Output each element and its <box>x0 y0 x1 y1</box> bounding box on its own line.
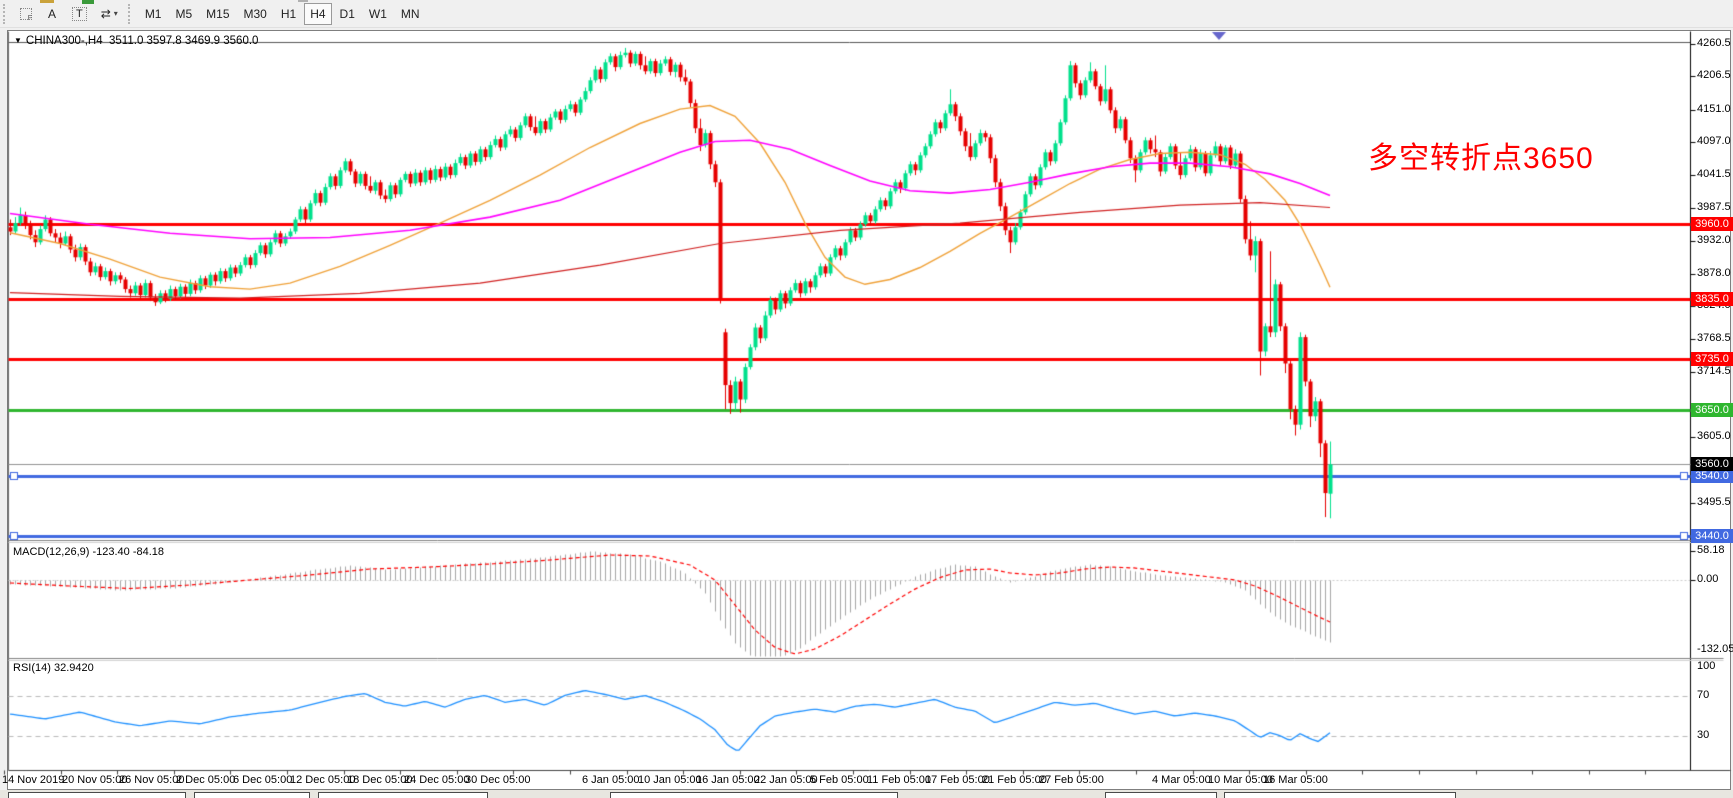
time-axis-label: 4 Mar 05:00 <box>1152 774 1211 786</box>
time-axis-label: 21 Feb 05:00 <box>982 774 1047 786</box>
time-axis-label: 10 Mar 05:00 <box>1208 774 1273 786</box>
macd-axis-label: 58.18 <box>1697 543 1725 556</box>
minimized-window-tab[interactable] <box>1224 792 1456 798</box>
time-axis-label: 2 Dec 05:00 <box>176 774 236 786</box>
rsi-axis-label: 30 <box>1697 728 1710 741</box>
time-axis-label: 24 Dec 05:00 <box>404 774 470 786</box>
price-tick-label: 3605.0 <box>1697 430 1731 443</box>
time-axis-label: 30 Dec 05:00 <box>465 774 531 786</box>
symbol-title: ▼ CHINA300-,H4 3511.0 3597.8 3469.9 3560.… <box>14 35 258 47</box>
rsi-axis-label: 70 <box>1697 689 1710 702</box>
time-axis-label: 6 Jan 05:00 <box>582 774 640 786</box>
macd-indicator-label: MACD(12,26,9) -123.40 -84.18 <box>13 546 165 558</box>
time-axis-label: 20 Nov 05:00 <box>62 774 128 786</box>
time-axis-label: 11 Feb 05:00 <box>867 774 932 786</box>
price-tick-label: 4260.5 <box>1697 37 1731 49</box>
price-tick-label: 3768.5 <box>1697 332 1731 345</box>
time-axis-label: 6 Dec 05:00 <box>233 774 293 786</box>
minimized-window-tab[interactable] <box>1105 792 1217 798</box>
current-price-chip: 3560.0 <box>1691 457 1733 472</box>
symbol-ohlc: 3511.0 3597.8 3469.9 3560.0 <box>109 35 259 47</box>
price-tick-label: 4206.5 <box>1697 69 1731 82</box>
time-axis-label: 16 Jan 05:00 <box>696 774 760 786</box>
time-axis-label: 22 Jan 05:00 <box>754 774 818 786</box>
price-level-chip: 3650.0 <box>1691 403 1733 418</box>
time-axis-label: 17 Feb 05:00 <box>925 774 990 786</box>
time-axis-label: 5 Feb 05:00 <box>810 774 869 786</box>
price-level-chip: 3540.0 <box>1691 469 1733 484</box>
price-level-chip: 3835.0 <box>1691 292 1733 307</box>
price-tick-label: 4041.5 <box>1697 168 1731 181</box>
minimized-window-tab[interactable] <box>610 792 898 798</box>
time-axis-label: 14 Nov 2019 <box>2 774 65 786</box>
rsi-axis-label: 100 <box>1697 660 1716 672</box>
price-tick-label: 3932.0 <box>1697 234 1731 247</box>
price-tick-label: 3714.5 <box>1697 364 1731 377</box>
time-axis-label: 18 Dec 05:00 <box>347 774 413 786</box>
chevron-down-icon[interactable]: ▼ <box>14 36 22 45</box>
price-tick-label: 4097.0 <box>1697 135 1731 148</box>
rsi-value: 32.9420 <box>53 662 94 674</box>
macd-axis-label: 0.00 <box>1697 573 1719 585</box>
price-level-chip: 3960.0 <box>1691 217 1733 232</box>
rsi-indicator-label: RSI(14) 32.9420 <box>13 662 94 674</box>
minimized-window-tab[interactable] <box>194 792 310 798</box>
macd-values: -123.40 -84.18 <box>92 546 165 558</box>
time-axis-label: 10 Jan 05:00 <box>638 774 702 786</box>
chart-annotation-text[interactable]: 多空转折点3650 <box>1368 142 1594 175</box>
symbol-name: CHINA300-,H4 <box>25 35 103 47</box>
time-axis-label: 12 Dec 05:00 <box>290 774 356 786</box>
minimized-window-tab[interactable] <box>8 792 186 798</box>
price-tick-label: 3495.5 <box>1697 496 1731 508</box>
price-level-chip: 3440.0 <box>1691 529 1733 544</box>
price-tick-label: 3987.5 <box>1697 200 1731 213</box>
price-level-chip: 3735.0 <box>1691 352 1733 367</box>
time-axis-label: 26 Nov 05:00 <box>119 774 185 786</box>
macd-axis-label: -132.05 <box>1697 643 1733 655</box>
minimized-window-tab[interactable] <box>318 792 488 798</box>
price-tick-label: 4151.0 <box>1697 102 1731 115</box>
time-axis-label: 16 Mar 05:00 <box>1263 774 1328 786</box>
time-axis-label: 27 Feb 05:00 <box>1039 774 1104 786</box>
price-tick-label: 3878.0 <box>1697 266 1731 279</box>
